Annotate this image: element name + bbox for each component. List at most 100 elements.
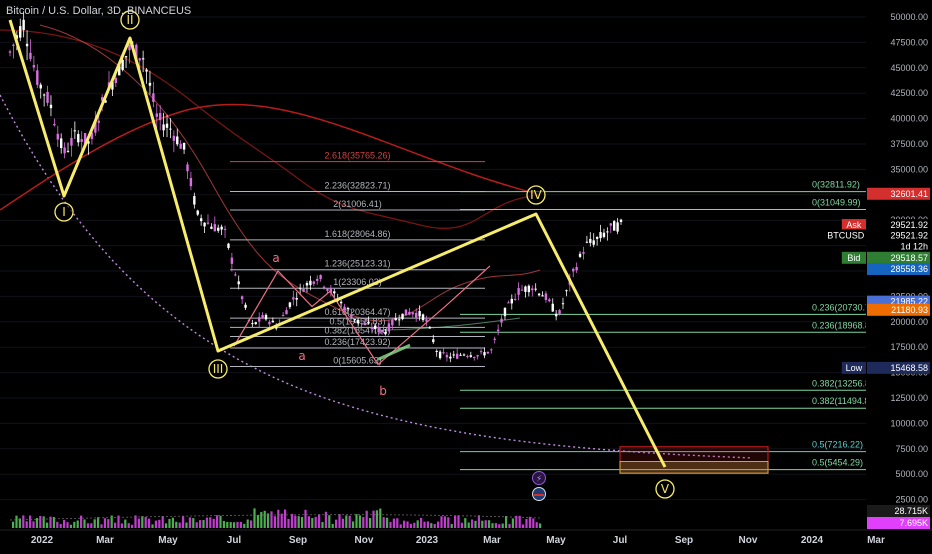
grid (0, 16, 866, 501)
volume-bar (260, 511, 263, 528)
candle-body (609, 223, 612, 226)
volume-bar (100, 524, 103, 528)
volume-bar (209, 517, 212, 528)
fib-label: 0(15605.63) (333, 355, 382, 365)
volume-bar (284, 509, 287, 528)
candle-body (77, 134, 80, 143)
candle-body (524, 286, 527, 292)
fib-label: 1.236(25123.31) (324, 259, 390, 269)
time-axis[interactable]: 2022 Mar May Jul Sep Nov 2023 Mar May Jul Sep Nov 20… (0, 529, 932, 550)
candle-body (73, 130, 77, 132)
volume-bar (399, 524, 402, 528)
volume-bar (39, 516, 42, 528)
candle-body (199, 218, 203, 222)
candle-body (135, 44, 138, 60)
price-tick: 47500.00 (890, 37, 928, 47)
time-tick: Sep (289, 535, 307, 546)
tag-prefix-bg (841, 251, 866, 264)
volume-bar (46, 522, 49, 528)
candle-body (421, 314, 425, 321)
candle-body (124, 56, 128, 58)
candle-body (329, 288, 333, 293)
candle-body (541, 295, 544, 297)
volume-bar (467, 522, 470, 528)
volume-bar (392, 518, 395, 528)
volume-tag: 7.695K (899, 518, 928, 528)
candle-body (268, 321, 271, 325)
fib-right-label: 0(31049.99) (812, 198, 861, 208)
candle-body (19, 26, 22, 38)
volume-bar (522, 524, 525, 528)
fib-right-label: 0.382(13256.81) (812, 378, 878, 388)
candle-body (56, 133, 59, 140)
candle-body (356, 320, 360, 324)
candle-body (158, 112, 162, 121)
candle-body (46, 91, 49, 103)
candle-body (66, 150, 70, 152)
volume-bar (233, 522, 236, 528)
volume-bar (103, 518, 106, 528)
lightning-icon (532, 471, 546, 485)
price-tick: 42500.00 (890, 88, 928, 98)
candle-body (162, 124, 165, 131)
volume-bar (358, 515, 361, 528)
candle-body (165, 123, 169, 128)
price-tags: 32601.41 Ask 29521.92 BTCUSD 29521.92 1d 12h B… (825, 187, 930, 529)
volume-bar (457, 515, 460, 528)
volume-bar (93, 519, 96, 528)
candle-body (404, 309, 408, 316)
candle-body (401, 313, 404, 320)
fib-right-label: 0.5(7216.22) (812, 440, 863, 450)
tag-prefix: BTCUSD (827, 230, 865, 240)
tag-prefix: Ask (846, 220, 862, 230)
candle-body (360, 322, 363, 324)
candle-body (387, 323, 391, 332)
price-tick: 40000.00 (890, 114, 928, 124)
lightning-glyph: ⚡ (536, 475, 542, 485)
volume-bar (165, 523, 168, 528)
volume-bar (83, 519, 86, 528)
candle-body (510, 298, 513, 304)
candle-body (397, 319, 401, 321)
moving-averages (0, 24, 541, 331)
volume-bar (124, 519, 127, 528)
tag-value: 15468.58 (890, 363, 928, 373)
candle-body (32, 65, 36, 68)
volume-bar (369, 518, 372, 528)
candle-body (500, 318, 503, 323)
time-tick: Mar (483, 535, 501, 546)
volume-bar (460, 522, 463, 528)
price-tick: 20000.00 (890, 317, 928, 327)
volume-bar (352, 521, 355, 528)
volume-bar (192, 518, 195, 528)
candle-body (220, 226, 223, 230)
candle-body (251, 323, 254, 325)
volume-bar (338, 514, 341, 528)
subwave-label: a (298, 349, 305, 363)
candle-body (155, 113, 158, 117)
event-icons[interactable]: ⚡ (532, 471, 546, 501)
fib-right-label: 0(32811.92) (812, 180, 860, 190)
candle-body (254, 322, 257, 325)
volume-bar (301, 516, 304, 528)
candle-body (36, 70, 39, 85)
candle-body (367, 322, 370, 324)
volume-bar (226, 521, 229, 528)
candle-body (264, 314, 268, 320)
price-tick: 45000.00 (890, 63, 928, 73)
time-tick: 2024 (801, 535, 824, 546)
wave-circle (208, 359, 228, 379)
candle-body (203, 222, 206, 227)
time-tick: May (546, 535, 566, 546)
candle-body (466, 355, 469, 357)
volume-bar (212, 518, 215, 528)
time-tick: Mar (867, 535, 885, 546)
candle-body (425, 319, 428, 322)
tag-value: 21985.22 (890, 297, 928, 307)
fib-label: 1(23306.02) (333, 277, 382, 287)
volume-bar (141, 516, 144, 528)
candle-body (182, 142, 186, 150)
volume-bar (80, 515, 83, 528)
